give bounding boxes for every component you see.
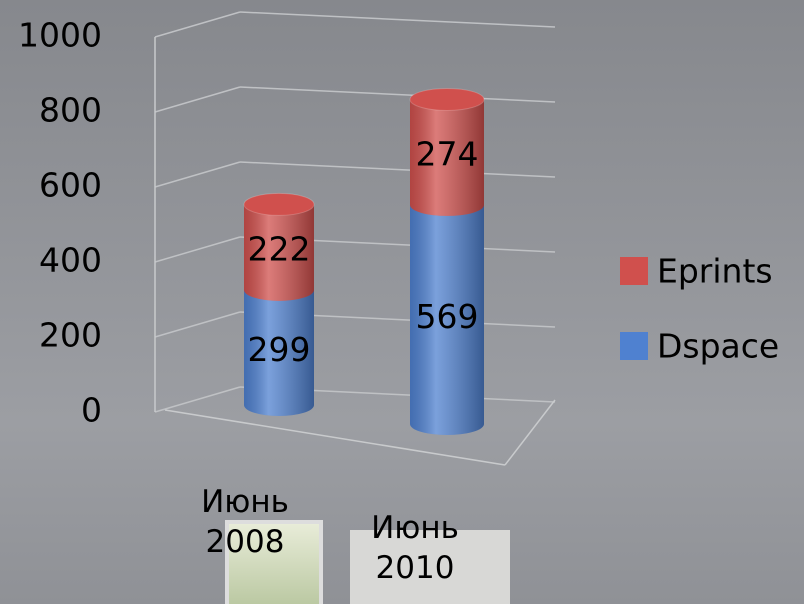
cylinder-top [409,87,485,111]
cylinder-shade [410,99,484,216]
y-tick-label: 800 [39,91,102,130]
data-label: 222 [248,230,311,269]
x-tick-label: Июнь 2010 [371,510,459,586]
cylinder-shade [410,204,484,435]
grid-line [154,236,241,263]
grid-line [239,86,556,103]
legend-swatch [620,257,648,285]
floor-edge [164,409,506,466]
data-label: 274 [416,135,479,174]
y-tick-label: 600 [39,166,102,205]
grid-line [239,11,556,28]
y-tick-label: 400 [39,241,102,280]
grid-line [239,161,556,178]
door [350,530,510,604]
grid-line [154,386,241,413]
x-tick-label: Июнь 2008 [201,484,289,560]
grid-line [154,86,241,113]
legend-swatch [620,332,648,360]
grid-line [154,11,241,38]
grid-line [154,311,241,338]
legend-label: Dspace [657,327,779,366]
grid-line [154,161,241,188]
data-label: 299 [248,330,311,369]
cylinder-shade [244,204,314,301]
y-tick-label: 200 [39,316,102,355]
cylinder-top [243,192,315,216]
floor-edge [504,399,556,466]
y-tick-label: 0 [81,391,102,430]
cylinder-shade [244,289,314,416]
y-tick-label: 1000 [18,16,102,55]
legend-label: Eprints [657,252,773,291]
window [225,520,323,604]
data-label: 569 [416,297,479,336]
